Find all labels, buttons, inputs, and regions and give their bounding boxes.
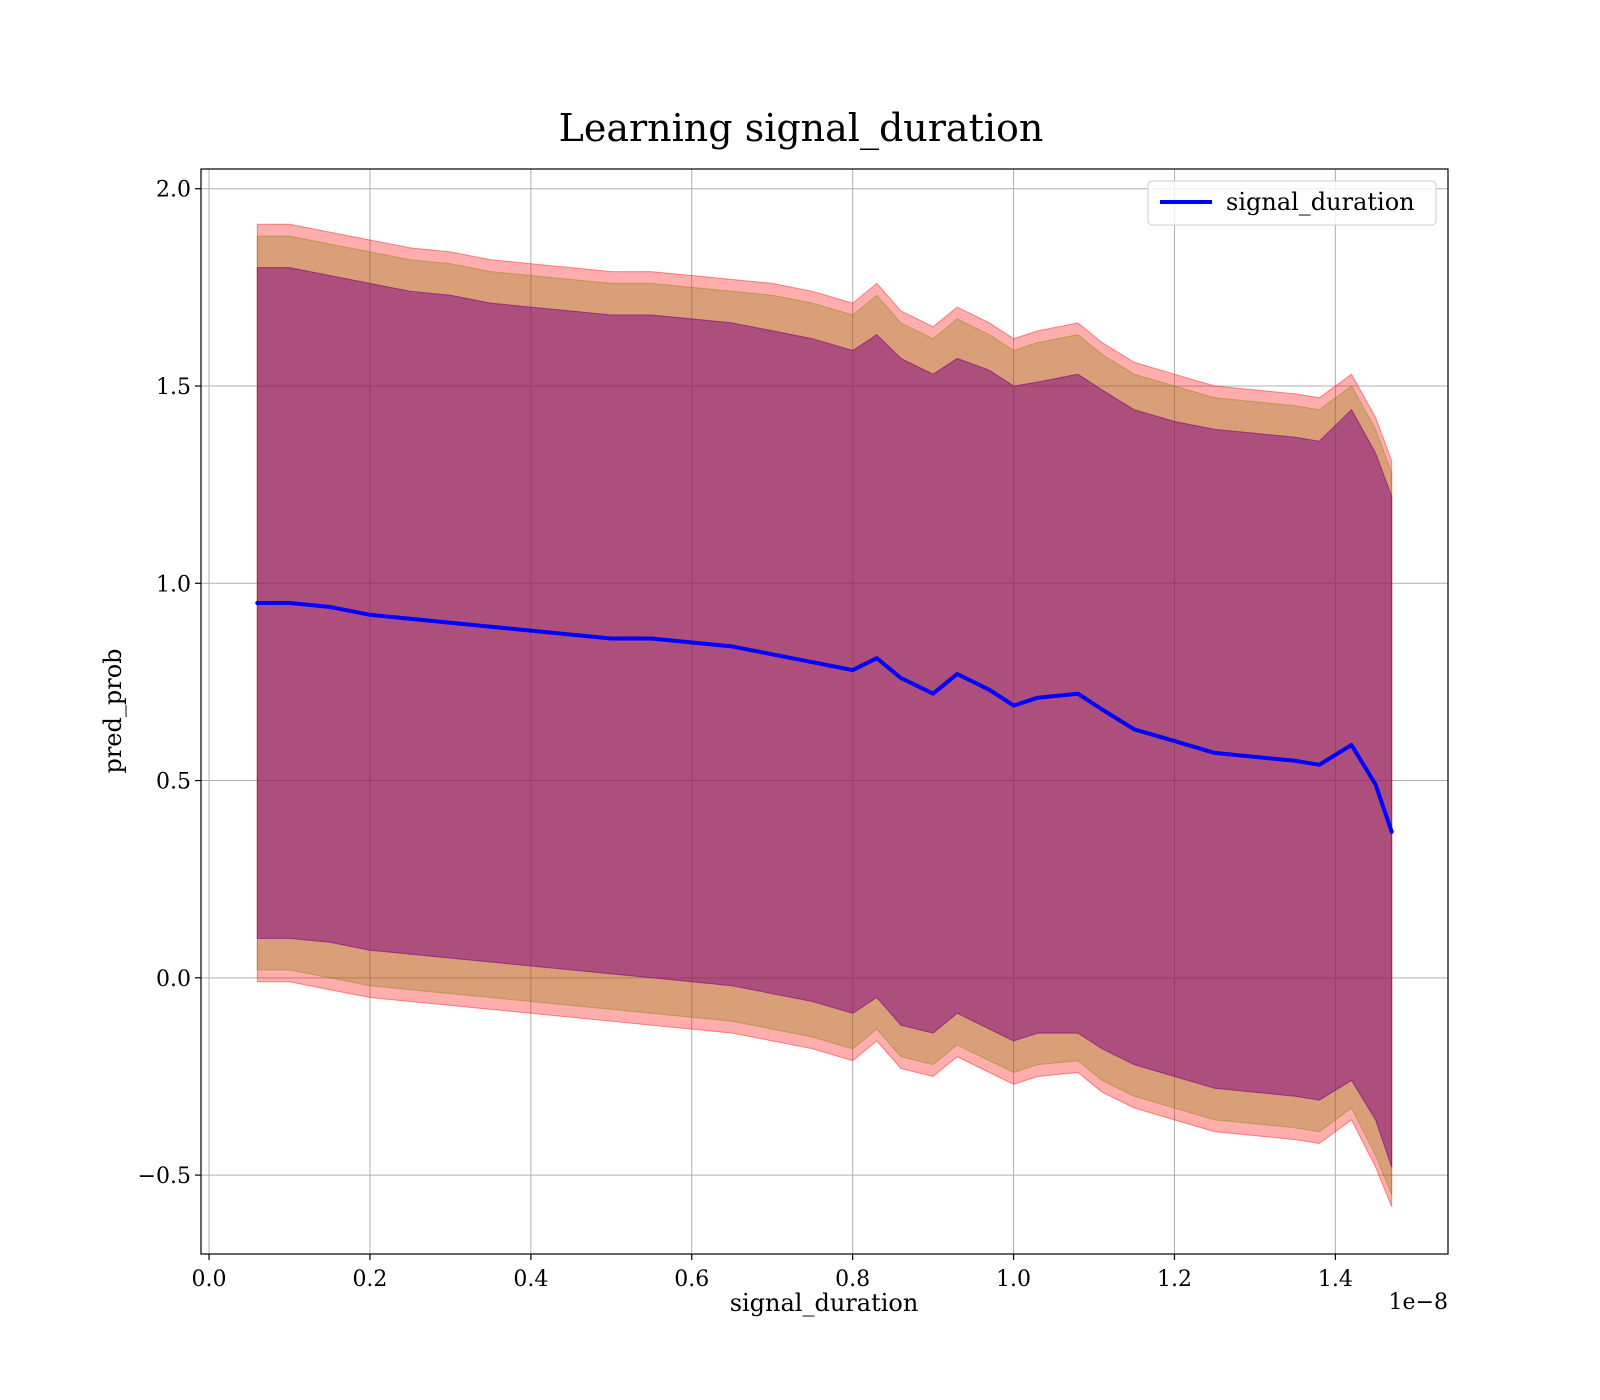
legend-label: signal_duration: [1226, 188, 1415, 216]
x-tick-label: 1.2: [1157, 1267, 1192, 1292]
y-axis-label: pred_prob: [99, 648, 127, 773]
y-tick-label: 2.0: [156, 178, 191, 203]
series-lines: [255, 601, 1394, 834]
y-tick-label: 0.0: [156, 967, 191, 992]
x-axis-label: signal_duration: [730, 1289, 919, 1317]
series-line: [255, 601, 1394, 834]
x-tick-label: 1.0: [996, 1267, 1031, 1292]
x-tick-label: 0.6: [674, 1267, 709, 1292]
legend: signal_duration: [1147, 180, 1437, 226]
y-tick-label: 1.0: [156, 572, 191, 597]
chart-title: Learning signal_duration: [559, 106, 1044, 151]
confidence-band: [256, 267, 1393, 1168]
x-tick-label: 0.8: [835, 1267, 870, 1292]
y-tick-label: 0.5: [156, 770, 191, 795]
x-tick-label: 0.0: [192, 1267, 227, 1292]
y-tick-label: −0.5: [138, 1164, 191, 1189]
plot-frame: [200, 168, 1449, 1255]
x-tick-label: 0.2: [352, 1267, 387, 1292]
x-tick-label: 1.4: [1318, 1267, 1353, 1292]
x-offset-text: 1e−8: [1389, 1290, 1448, 1315]
axis-ticks: 0.0 0.2 0.4 0.6 0.8 1.0 1.2 1.4 −0.5 0.0 0.5 1.0 1.5…: [138, 178, 1353, 1292]
x-tick-label: 0.4: [513, 1267, 548, 1292]
legend-box: [1147, 180, 1437, 226]
confidence-bands: [256, 223, 1393, 1207]
y-tick-label: 1.5: [156, 375, 191, 400]
